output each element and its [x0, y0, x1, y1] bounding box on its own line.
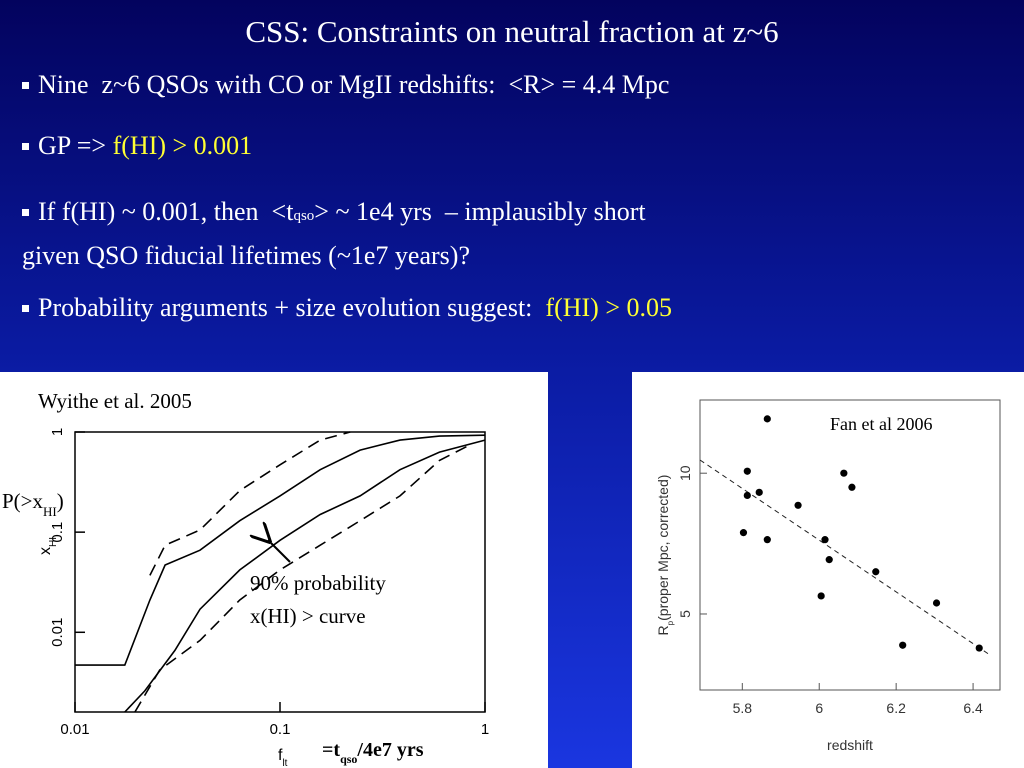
- point: [975, 644, 983, 652]
- point: [848, 483, 856, 491]
- x-tick-label: 1: [481, 721, 489, 738]
- text-part: f: [278, 747, 283, 764]
- point: [932, 599, 941, 607]
- y-axis-label: xHI: [37, 537, 59, 555]
- bullet: If f(HI) ~ 0.001, then <tqso> ~ 1e4 yrs …: [22, 192, 646, 276]
- subscript: HI: [48, 537, 59, 547]
- bullet-text: If f(HI) ~ 0.001, then <t: [38, 197, 294, 226]
- point: [739, 529, 748, 537]
- point: [743, 467, 751, 475]
- text-part: (proper Mpc, corrected): [655, 475, 671, 621]
- bullet-highlight: f(HI) > 0.05: [545, 293, 672, 322]
- x-tick-label: 5.8: [733, 700, 753, 716]
- bullet: Probability arguments + size evolution s…: [22, 293, 672, 323]
- point: [794, 501, 802, 509]
- text-part: =t: [322, 739, 340, 761]
- subscript: qso: [340, 752, 357, 766]
- bullet-text: > ~ 1e4 yrs – implausibly short: [314, 197, 646, 226]
- point: [817, 592, 825, 600]
- x-tick-label: 0.1: [270, 721, 291, 738]
- bullet-text: given QSO fiducial lifetimes (~1e7 years…: [22, 241, 470, 270]
- text-part: P(>x: [2, 489, 44, 513]
- point: [755, 488, 763, 496]
- bullet-subscript: qso: [293, 208, 315, 224]
- left-figure-bg: [0, 372, 548, 768]
- bullet-marker: [22, 304, 29, 312]
- bullet: Nine z~6 QSOs with CO or MgII redshifts:…: [22, 70, 669, 100]
- x-tick-label: 6.2: [886, 700, 906, 716]
- curve: [134, 444, 470, 713]
- y-axis-label: Rp(proper Mpc, corrected): [655, 475, 675, 636]
- point: [872, 568, 880, 576]
- x-tick-label: 6: [815, 700, 823, 716]
- bullet-marker: [22, 81, 29, 89]
- text-part: x: [37, 547, 54, 555]
- point: [840, 469, 848, 477]
- bullet-marker: [22, 208, 29, 216]
- text-part: R: [655, 625, 671, 635]
- annotation: x(HI) > curve: [250, 604, 366, 628]
- curve: [75, 434, 486, 666]
- x-axis-note: =tqso/4e7 yrs: [322, 739, 424, 766]
- annotation-arrow: [268, 540, 291, 563]
- y-tick-label: 0.1: [49, 522, 66, 543]
- annotation: 90% probability: [250, 571, 386, 595]
- x-tick-label: 6.4: [963, 700, 983, 716]
- text-part: ): [57, 489, 64, 513]
- bullet: GP => f(HI) > 0.001: [22, 131, 252, 161]
- point: [825, 556, 833, 564]
- subscript: p: [666, 620, 675, 625]
- figure-credit: Fan et al 2006: [830, 414, 932, 434]
- label-box: [897, 410, 973, 520]
- y-tick-label: 10: [677, 465, 693, 481]
- point: [763, 415, 771, 423]
- y-tick-label: 5: [677, 610, 693, 618]
- point: [821, 536, 829, 544]
- bullet-marker: [22, 142, 29, 150]
- y-tick-label: 1: [49, 428, 66, 436]
- bullet-text: GP =>: [38, 131, 113, 160]
- curve: [124, 439, 486, 713]
- subscript: lt: [282, 758, 287, 768]
- right-plot-frame: [699, 399, 1001, 691]
- side-label: P(>xHI): [2, 489, 64, 519]
- bullet-text: Probability arguments + size evolution s…: [38, 293, 546, 322]
- x-axis-label: redshift: [827, 737, 873, 753]
- text-part: /4e7 yrs: [356, 739, 423, 761]
- figure-credit: Wyithe et al. 2005: [38, 389, 192, 413]
- point: [899, 641, 907, 649]
- point: [763, 536, 771, 544]
- bullet-text: Nine z~6 QSOs with CO or MgII redshifts:…: [38, 70, 670, 99]
- slide-title: CSS: Constraints on neutral fraction at …: [245, 14, 779, 49]
- point: [743, 491, 751, 500]
- x-tick-label: 0.01: [60, 721, 89, 738]
- bullet-highlight: f(HI) > 0.001: [112, 131, 253, 160]
- x-axis-label: flt: [278, 747, 288, 768]
- y-tick-label: 0.01: [49, 618, 66, 647]
- subscript: HI: [43, 504, 57, 519]
